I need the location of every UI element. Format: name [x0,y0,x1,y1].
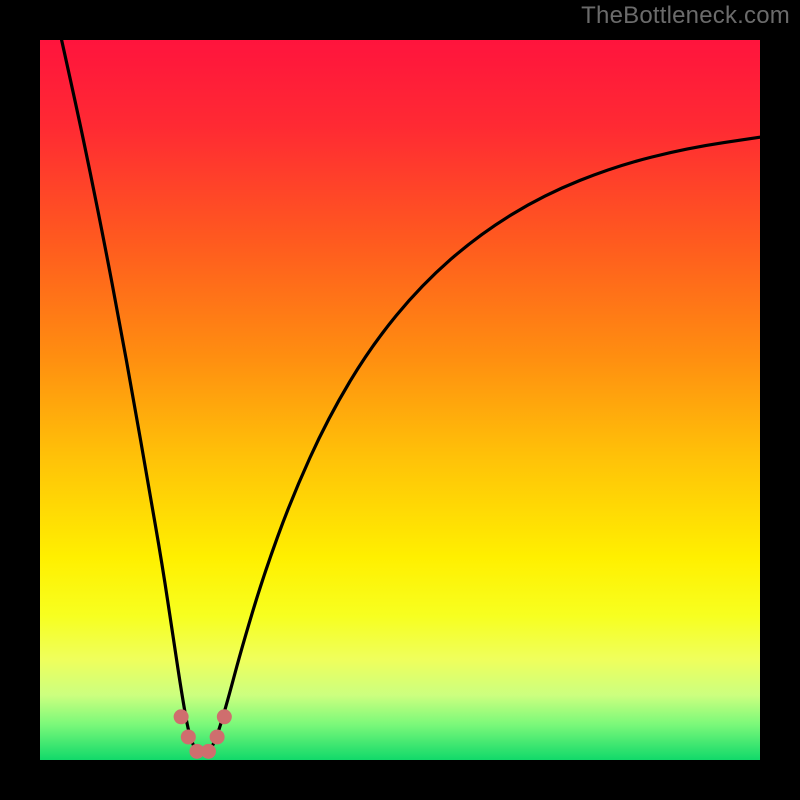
watermark-text: TheBottleneck.com [581,2,790,30]
bottleneck-chart [0,0,800,800]
chart-gradient-bg [40,40,760,760]
